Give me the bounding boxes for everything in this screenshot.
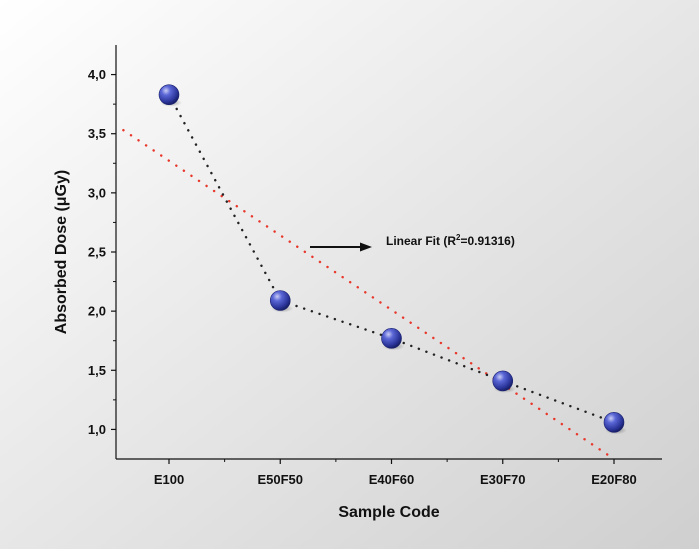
data-point: [269, 290, 291, 311]
y-tick-label: 3,5: [88, 126, 106, 141]
y-tick-label: 2,5: [88, 245, 106, 260]
x-ticks: E100 E50F50 E40F60 E30F70 E20F80: [154, 459, 637, 487]
y-ticks: 1,0 1,5 2,0 2,5 3,0 3,5 4,0: [88, 67, 116, 437]
fit-layer: [122, 128, 616, 461]
x-tick-label: E100: [154, 472, 184, 487]
linear-fit-line: [122, 128, 616, 461]
annotation-text: Linear Fit (R2=0.91316): [386, 233, 515, 248]
annotation-arrow-head: [360, 242, 372, 252]
data-point: [492, 370, 514, 392]
y-tick-label: 2,0: [88, 304, 106, 319]
x-tick-label: E30F70: [480, 472, 526, 487]
x-tick-label: E50F50: [257, 472, 303, 487]
y-tick-label: 3,0: [88, 185, 106, 200]
annotation-superscript: 2: [456, 233, 461, 242]
data-point: [603, 412, 625, 433]
y-tick-label: 4,0: [88, 67, 106, 82]
data-point: [381, 328, 402, 349]
y-tick-label: 1,5: [88, 363, 106, 378]
y-axis-title: Absorbed Dose (μGy): [53, 170, 70, 334]
x-tick-label: E40F60: [369, 472, 415, 487]
data-layer: [158, 84, 627, 435]
x-tick-label: E20F80: [591, 472, 637, 487]
y-tick-label: 1,0: [88, 422, 106, 437]
data-point: [158, 84, 180, 105]
x-axis-title: Sample Code: [338, 504, 439, 521]
fit-annotation: Linear Fit (R2=0.91316): [310, 233, 515, 252]
data-connecting-line: [167, 93, 616, 424]
